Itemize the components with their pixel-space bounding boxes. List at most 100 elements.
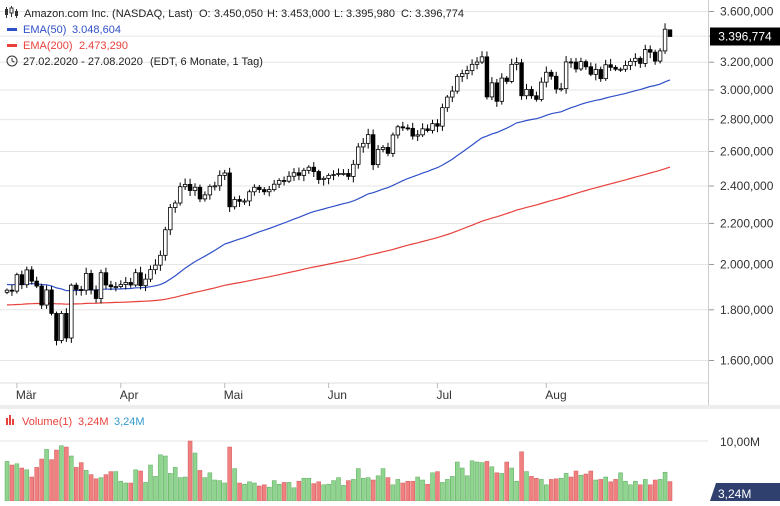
candle <box>554 71 559 94</box>
candle <box>370 129 376 170</box>
candle <box>153 259 158 275</box>
volume-bar <box>177 477 183 502</box>
volume-bar <box>459 467 465 502</box>
candle <box>202 191 208 202</box>
volume-bar <box>375 475 381 502</box>
volume-bar <box>123 482 128 502</box>
candle <box>598 66 603 82</box>
candle <box>267 185 272 197</box>
volume-bar <box>662 471 668 502</box>
volume-bar <box>49 459 54 502</box>
candle <box>385 142 391 157</box>
candle <box>262 187 267 195</box>
volume-bar <box>266 486 272 502</box>
candle <box>425 124 430 133</box>
price-axis-label: 1.800,000 <box>720 303 774 317</box>
candle <box>667 29 673 37</box>
candle <box>529 86 534 99</box>
volume-bar <box>514 480 519 502</box>
candle <box>158 250 163 271</box>
last-price-tag: 3.396,774 <box>710 27 780 46</box>
volume-bar <box>98 477 104 502</box>
volume-bar <box>143 482 148 502</box>
x-axis-label: Aug <box>545 388 566 402</box>
price-axis-label: 2.000,000 <box>720 257 774 271</box>
ema200-value: 2.473,290 <box>79 40 128 52</box>
volume-bar <box>316 481 321 502</box>
candle <box>583 59 589 70</box>
candle <box>242 198 247 205</box>
x-axis-label: Jul <box>436 388 451 402</box>
volume-bar <box>539 479 544 502</box>
volume-bar <box>128 482 133 502</box>
candle <box>182 178 188 191</box>
candle <box>113 281 119 292</box>
volume-bar <box>44 449 49 502</box>
candle <box>455 74 460 94</box>
volume-bar <box>435 471 440 502</box>
candle <box>524 83 529 100</box>
candle <box>74 282 79 296</box>
volume-bar <box>588 470 594 502</box>
pane-separator[interactable] <box>0 405 780 409</box>
volume-bar <box>499 473 505 502</box>
volume-bar <box>568 476 574 502</box>
candle <box>578 57 584 72</box>
candle <box>103 267 109 290</box>
clock-icon <box>6 55 18 67</box>
price-axis-label: 2.800,000 <box>720 113 774 127</box>
candle <box>346 168 351 180</box>
ema200-line <box>6 166 671 306</box>
candle <box>192 183 198 196</box>
volume-bar <box>19 467 25 502</box>
candle <box>4 288 10 295</box>
volume-bar <box>286 482 292 502</box>
volume-bar <box>603 476 608 502</box>
volume-bar <box>271 480 277 502</box>
volume-bar <box>187 440 193 502</box>
volume-bar <box>628 484 633 502</box>
candle <box>29 266 34 285</box>
candle <box>603 59 608 81</box>
volume-bar <box>29 476 34 502</box>
candle <box>24 266 29 288</box>
candle <box>484 51 490 100</box>
candle <box>633 53 638 67</box>
volume-bar <box>83 470 89 502</box>
candle <box>93 285 99 303</box>
candle <box>356 143 361 169</box>
volume-bar <box>262 484 267 502</box>
candle <box>573 58 579 73</box>
ema50-value: 3.048,604 <box>72 24 121 36</box>
candle <box>593 63 598 81</box>
volume-bar <box>405 480 411 502</box>
volume-bar <box>549 479 554 502</box>
candle <box>648 45 653 59</box>
candle <box>459 69 465 82</box>
volume-label: Volume(1) <box>22 416 72 428</box>
volume-bar <box>633 480 638 502</box>
price-axis-label: 2.600,000 <box>720 145 774 159</box>
x-axis: Mär Apr Mai Jun Jul Aug <box>0 382 708 402</box>
candle <box>494 78 500 107</box>
candle <box>291 168 297 181</box>
volume-bar <box>638 484 643 502</box>
candle <box>286 171 292 184</box>
candle <box>544 66 549 88</box>
volume-bar <box>420 479 425 502</box>
volume-bar <box>158 454 163 502</box>
volume-bar <box>133 469 138 502</box>
volume-bar <box>415 476 420 502</box>
volume-bar <box>182 476 188 502</box>
volume-bar <box>410 480 415 502</box>
candle <box>613 65 618 72</box>
candle <box>64 308 69 342</box>
volume-bar <box>578 474 584 502</box>
candle <box>390 132 396 157</box>
ema200-label: EMA(200) <box>23 40 73 52</box>
ohlc-high-value: 3.453,000 <box>281 8 330 20</box>
volume-bar <box>608 481 613 502</box>
candle <box>88 269 94 295</box>
